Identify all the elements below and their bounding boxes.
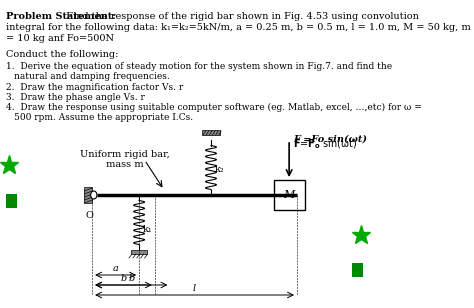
Text: k₂: k₂ xyxy=(215,165,225,174)
Text: = 10 kg anf Fo=500N: = 10 kg anf Fo=500N xyxy=(6,34,114,43)
Text: integral for the following data: k₁=k₂=5kN/m, a = 0.25 m, b = 0.5 m, l = 1.0 m, : integral for the following data: k₁=k₂=5… xyxy=(6,23,471,32)
Bar xyxy=(84,187,92,203)
Text: natural and damping frequencies.: natural and damping frequencies. xyxy=(14,72,170,81)
Text: F =Fo sin(ωt): F =Fo sin(ωt) xyxy=(293,135,367,144)
Text: 500 rpm. Assume the appropriate I.Cs.: 500 rpm. Assume the appropriate I.Cs. xyxy=(14,113,193,122)
Text: 1.  Derive the equation of steady motion for the system shown in Fig.7. and find: 1. Derive the equation of steady motion … xyxy=(6,62,392,71)
Bar xyxy=(352,263,363,277)
Bar xyxy=(6,194,17,208)
Text: Problem Statement:: Problem Statement: xyxy=(6,12,116,21)
Text: Find the response of the rigid bar shown in Fig. 4.53 using convolution: Find the response of the rigid bar shown… xyxy=(63,12,419,21)
Text: Conduct the following:: Conduct the following: xyxy=(6,50,118,59)
Text: $\mathbf{F}$=$\mathbf{F_o}$ sin(ωt): $\mathbf{F}$=$\mathbf{F_o}$ sin(ωt) xyxy=(293,137,357,151)
Text: Uniform rigid bar,
mass m: Uniform rigid bar, mass m xyxy=(80,150,170,169)
Text: 3.  Draw the phase angle Vs. r: 3. Draw the phase angle Vs. r xyxy=(6,93,145,102)
Text: 4.  Draw the response using suitable computer software (eg. Matlab, excel, …,etc: 4. Draw the response using suitable comp… xyxy=(6,103,422,112)
Circle shape xyxy=(91,191,97,199)
Text: O: O xyxy=(86,211,94,220)
Bar xyxy=(273,180,305,210)
Text: a: a xyxy=(113,264,118,273)
Text: 2.  Draw the magnification factor Vs. r: 2. Draw the magnification factor Vs. r xyxy=(6,83,183,92)
Text: k₁: k₁ xyxy=(143,225,153,234)
Bar xyxy=(201,130,220,135)
Bar xyxy=(131,250,147,254)
Text: l: l xyxy=(193,284,196,293)
Text: b: b xyxy=(120,274,127,283)
Text: M: M xyxy=(283,190,294,200)
Text: b: b xyxy=(128,274,135,283)
